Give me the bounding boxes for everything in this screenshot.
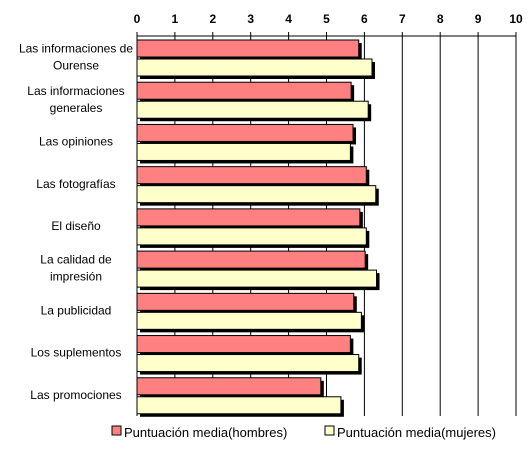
category-label: El diseño	[51, 219, 101, 233]
category-label: La calidad de impresión	[40, 253, 112, 284]
category-label-line: Los suplementos	[31, 346, 122, 360]
x-tick-label: 0	[134, 12, 141, 26]
legend-swatch	[324, 425, 335, 436]
category-label: Los suplementos	[31, 346, 122, 360]
bar-mujeres	[136, 142, 351, 161]
bar-mujeres	[136, 269, 378, 288]
bar-hombres	[136, 81, 352, 100]
category-label: La publicidad	[41, 303, 112, 317]
x-tick-label: 8	[437, 12, 444, 26]
bar-hombres	[136, 250, 366, 269]
category-label-line: generales	[50, 101, 103, 115]
bars	[136, 39, 380, 417]
x-tick-label: 2	[209, 12, 216, 26]
category-label: Las informaciones de Ourense	[19, 42, 133, 73]
x-tick-label: 4	[285, 12, 292, 26]
x-tick-label: 9	[475, 12, 482, 26]
bar-hombres	[136, 292, 355, 311]
category-label-line: La calidad de	[40, 253, 112, 267]
legend: Puntuación media(hombres) Puntuación medi…	[111, 425, 496, 440]
x-tick-label: 7	[399, 12, 406, 26]
bar-mujeres	[136, 58, 373, 77]
category-label-line: La publicidad	[41, 303, 112, 317]
bar-mujeres	[136, 311, 362, 330]
bar-mujeres	[136, 354, 360, 373]
bar-mujeres	[136, 396, 342, 415]
category-label: Las opiniones	[39, 135, 113, 149]
category-label-line: Las informaciones	[27, 84, 124, 98]
bar-mujeres	[136, 185, 377, 204]
bar-hombres	[136, 39, 360, 58]
x-tick-label: 6	[361, 12, 368, 26]
bar-hombres	[136, 377, 322, 396]
bar-mujeres	[136, 227, 367, 246]
legend-label: Puntuación media(mujeres)	[337, 425, 496, 440]
x-tick-label: 3	[247, 12, 254, 26]
category-label-line: Las informaciones de	[19, 42, 133, 56]
category-label: Las promociones	[30, 388, 121, 402]
category-label-line: Ourense	[53, 59, 99, 73]
bar-hombres	[136, 208, 361, 227]
category-label-line: Las promociones	[30, 388, 121, 402]
bar-mujeres	[136, 100, 369, 119]
bar-hombres	[136, 166, 367, 185]
legend-label: Puntuación media(hombres)	[124, 425, 287, 440]
legend-swatch	[111, 425, 122, 436]
x-tick-labels: 0 1 2 3 4 5 6 7 8 9 10	[134, 12, 523, 26]
category-label-line: El diseño	[51, 219, 101, 233]
category-label-line: Las fotografías	[36, 177, 115, 191]
x-tick-label: 10	[509, 12, 523, 26]
bar-hombres	[136, 123, 354, 142]
category-label-line: impresión	[50, 270, 102, 284]
x-tick-label: 5	[323, 12, 330, 26]
axes	[136, 32, 517, 416]
category-label: Las fotografías	[36, 177, 115, 191]
category-label-line: Las opiniones	[39, 135, 113, 149]
bar-hombres	[136, 335, 351, 354]
category-label: Las informaciones generales	[27, 84, 124, 115]
x-tick-label: 1	[172, 12, 179, 26]
